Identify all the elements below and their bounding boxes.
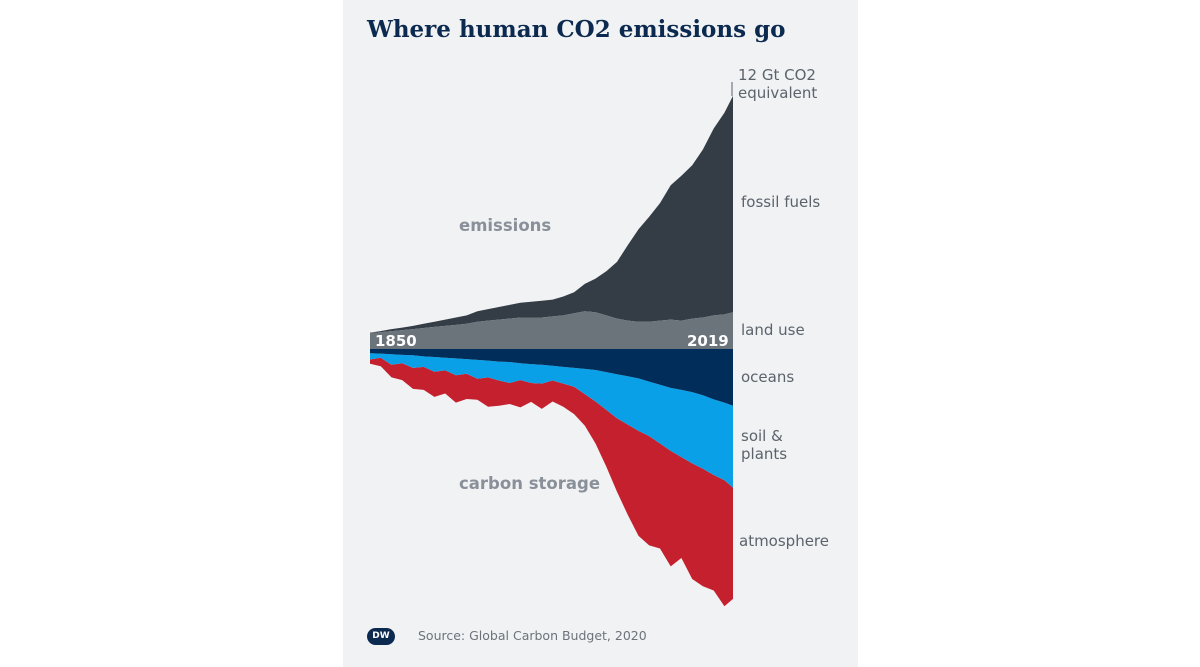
unit-label-line: equivalent bbox=[738, 84, 818, 102]
area-soil-plants bbox=[370, 353, 733, 488]
legend-line: soil & bbox=[741, 427, 783, 445]
legend-oceans: oceans bbox=[741, 368, 795, 386]
area-oceans bbox=[370, 349, 733, 406]
area-fossil-fuels bbox=[370, 95, 733, 334]
x-end-label: 2019 bbox=[687, 332, 729, 350]
area-land-use bbox=[370, 311, 733, 349]
legend-fossil-fuels: fossil fuels bbox=[741, 193, 821, 211]
carbon-storage-label: carbon storage bbox=[459, 474, 601, 493]
unit-label-line: 12 Gt CO2 bbox=[738, 66, 816, 84]
legend-land-use: land use bbox=[741, 321, 805, 339]
unit-label: 12 Gt CO2 equivalent bbox=[738, 66, 817, 102]
x-start-label: 1850 bbox=[375, 332, 417, 350]
area-atmosphere bbox=[370, 357, 733, 607]
legend-atmosphere: atmosphere bbox=[739, 532, 829, 550]
legend-soil-plants: soil & plants bbox=[741, 427, 787, 463]
emissions-label: emissions bbox=[459, 216, 552, 235]
dw-logo: DW bbox=[367, 628, 395, 645]
source-note: Source: Global Carbon Budget, 2020 bbox=[418, 628, 647, 643]
legend-line: plants bbox=[741, 445, 788, 463]
chart-title: Where human CO2 emissions go bbox=[367, 16, 786, 43]
